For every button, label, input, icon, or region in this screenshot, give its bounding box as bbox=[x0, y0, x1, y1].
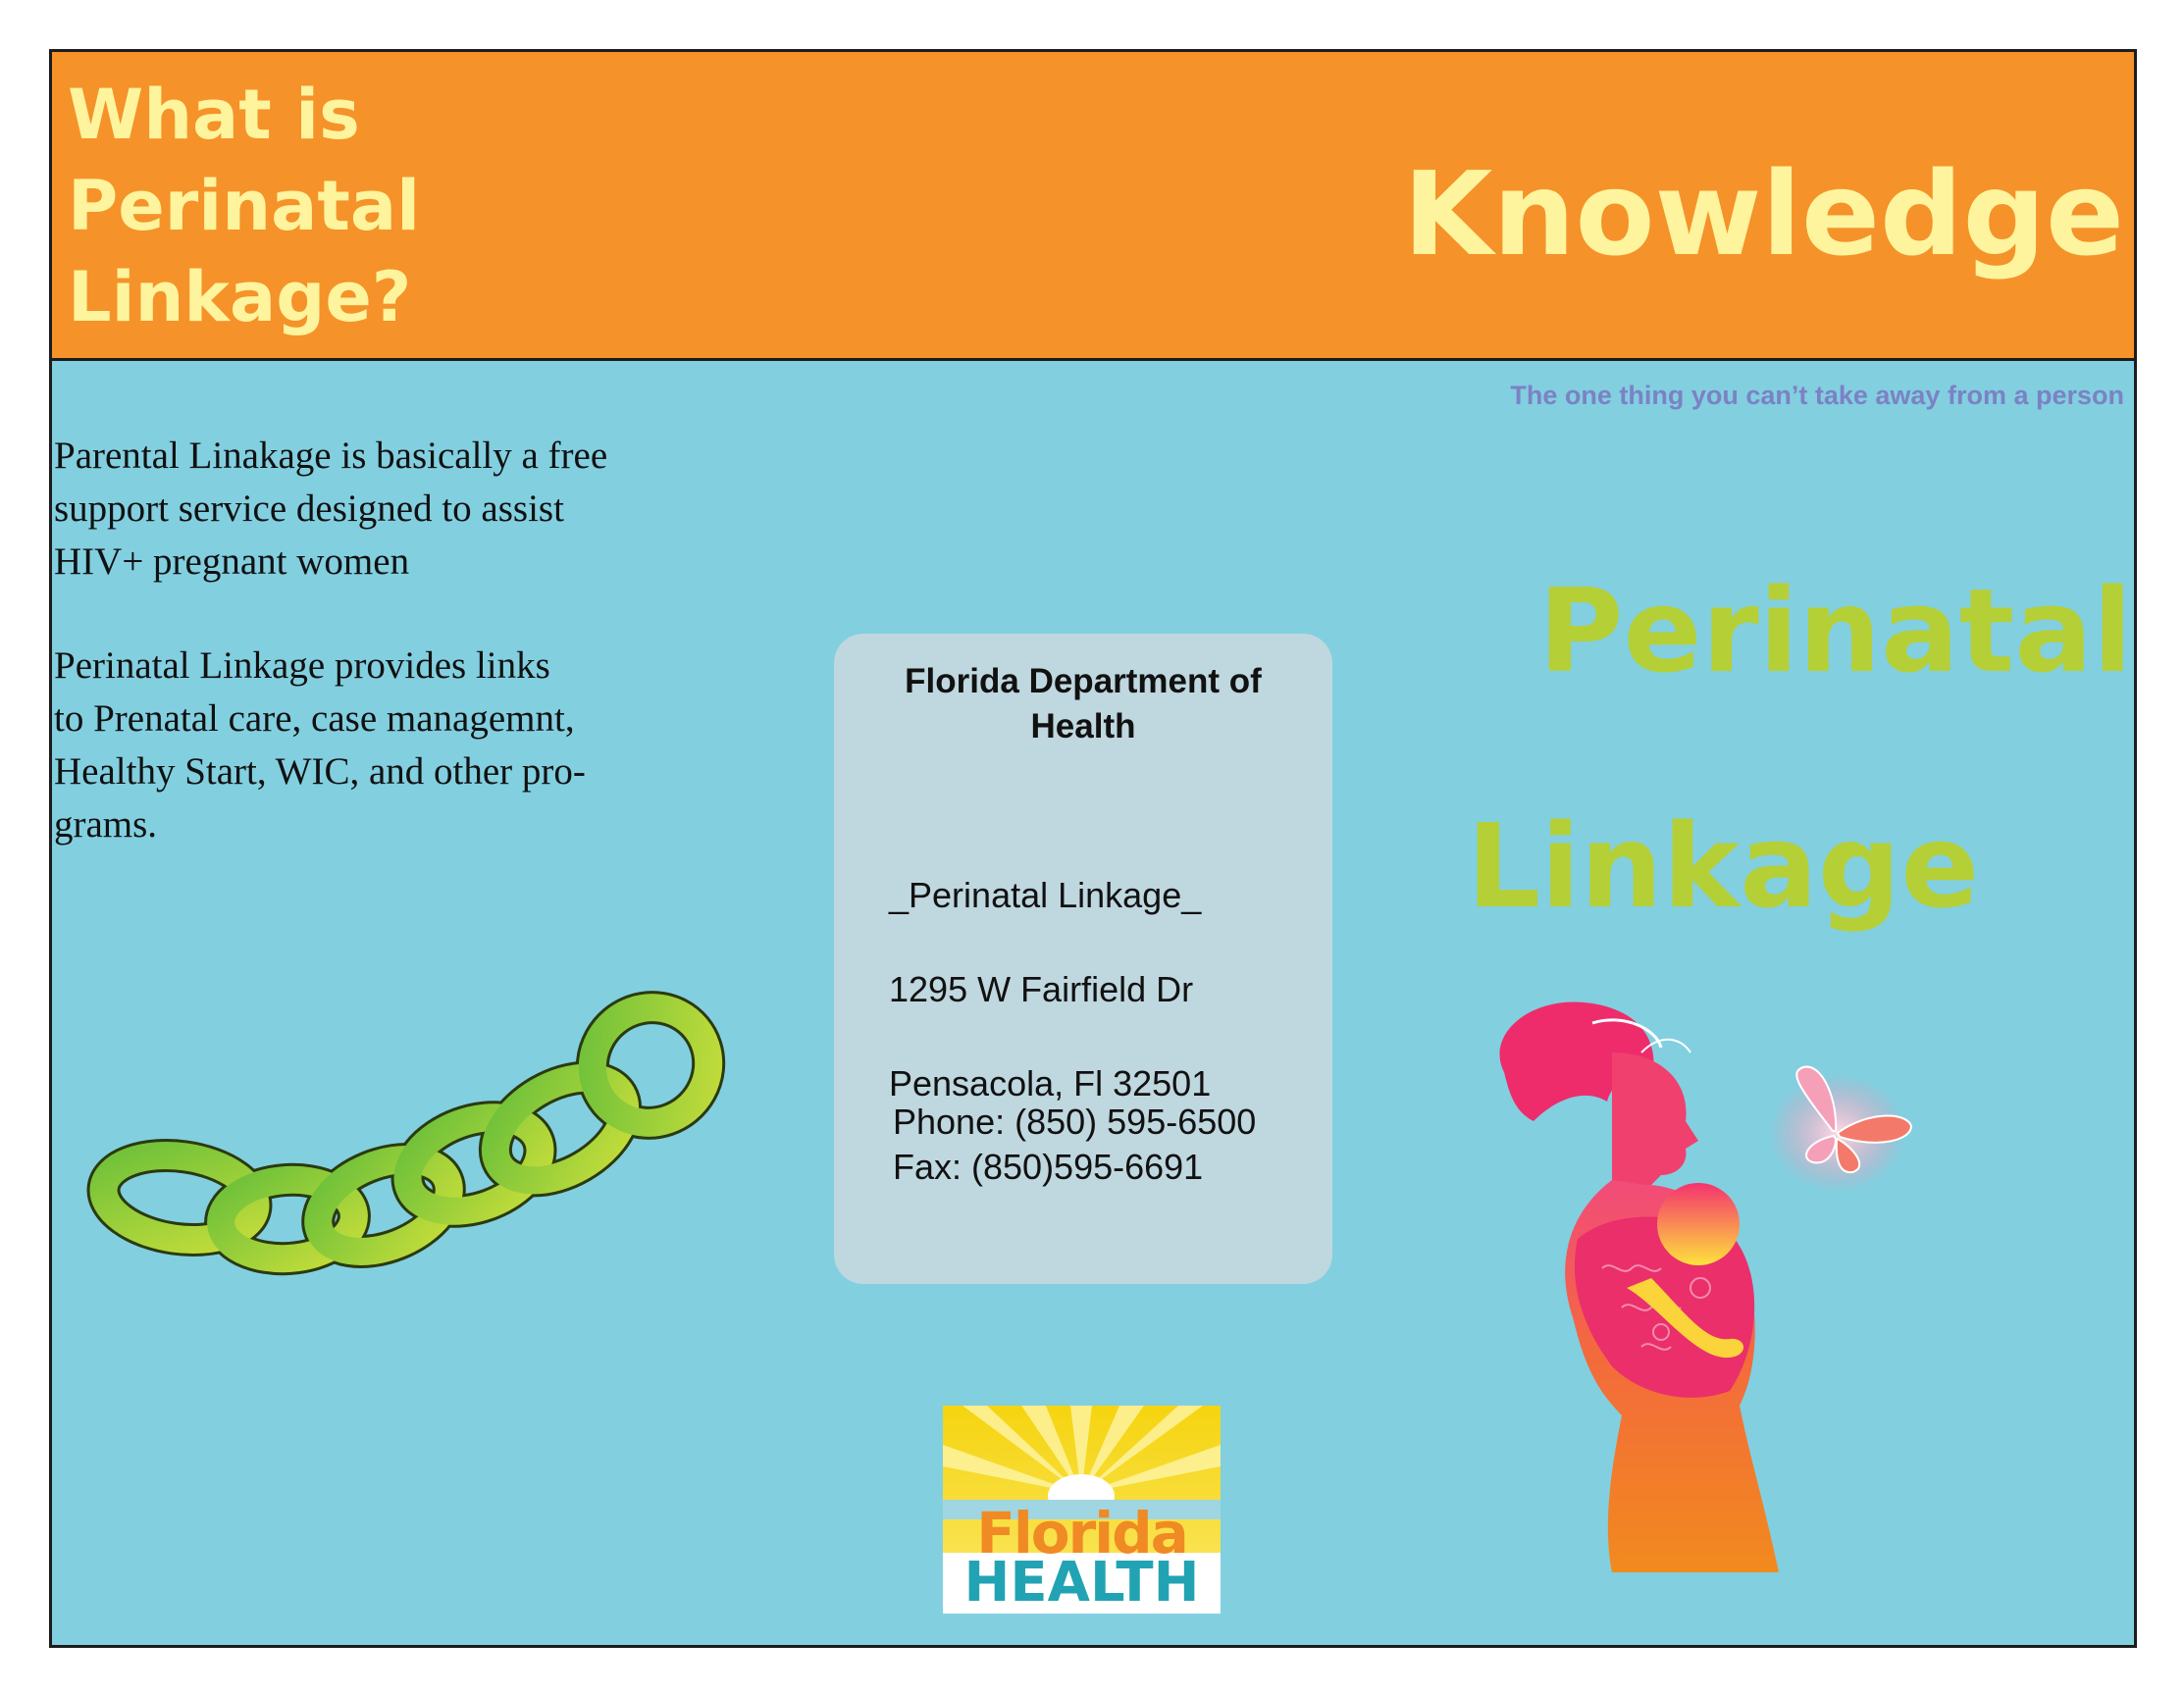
city-state-zip: Pensacola, Fl 32501 bbox=[889, 1063, 1212, 1103]
knowledge-title: Knowledge bbox=[1403, 146, 2124, 282]
question-title: What is Perinatal Linkage? bbox=[68, 75, 421, 337]
phone-number: Phone: (850) 595-6500 bbox=[893, 1102, 1257, 1142]
street-address: 1295 W Fairfield Dr bbox=[889, 969, 1194, 1009]
description-text: Parental Linakage is basically a free su… bbox=[54, 430, 721, 902]
phone-block: Phone: (850) 595-6500 Fax: (850)595-6691 bbox=[893, 1100, 1256, 1190]
address-block: _Perinatal Linkage_ 1295 W Fairfield Dr … bbox=[889, 825, 1211, 1154]
organization-name: Florida Department of Health bbox=[905, 662, 1262, 745]
logo-word-florida: Florida bbox=[976, 1500, 1189, 1566]
cover-title-perinatal: Perinatal bbox=[1538, 563, 2133, 698]
chain-illustration bbox=[86, 991, 726, 1276]
program-name: _Perinatal Linkage_ bbox=[889, 875, 1202, 915]
brochure-panel: What is Perinatal Linkage? Knowledge The… bbox=[49, 49, 2137, 1648]
tagline: The one thing you can’t take away from a… bbox=[1510, 381, 2124, 410]
logo-word-health: HEALTH bbox=[963, 1551, 1200, 1615]
cover-title-linkage: Linkage bbox=[1467, 798, 1980, 934]
description-paragraph-1: Parental Linakage is basically a free su… bbox=[54, 435, 608, 583]
description-paragraph-2: Perinatal Linkage provides links to Pren… bbox=[54, 644, 586, 846]
mother-and-baby-illustration bbox=[1499, 1001, 1913, 1572]
florida-health-logo: Florida HEALTH bbox=[943, 1406, 1221, 1614]
contact-card: Florida Department of Health _Perinatal … bbox=[834, 634, 1332, 1284]
fax-number: Fax: (850)595-6691 bbox=[893, 1147, 1204, 1187]
header-band: What is Perinatal Linkage? Knowledge bbox=[52, 52, 2134, 361]
